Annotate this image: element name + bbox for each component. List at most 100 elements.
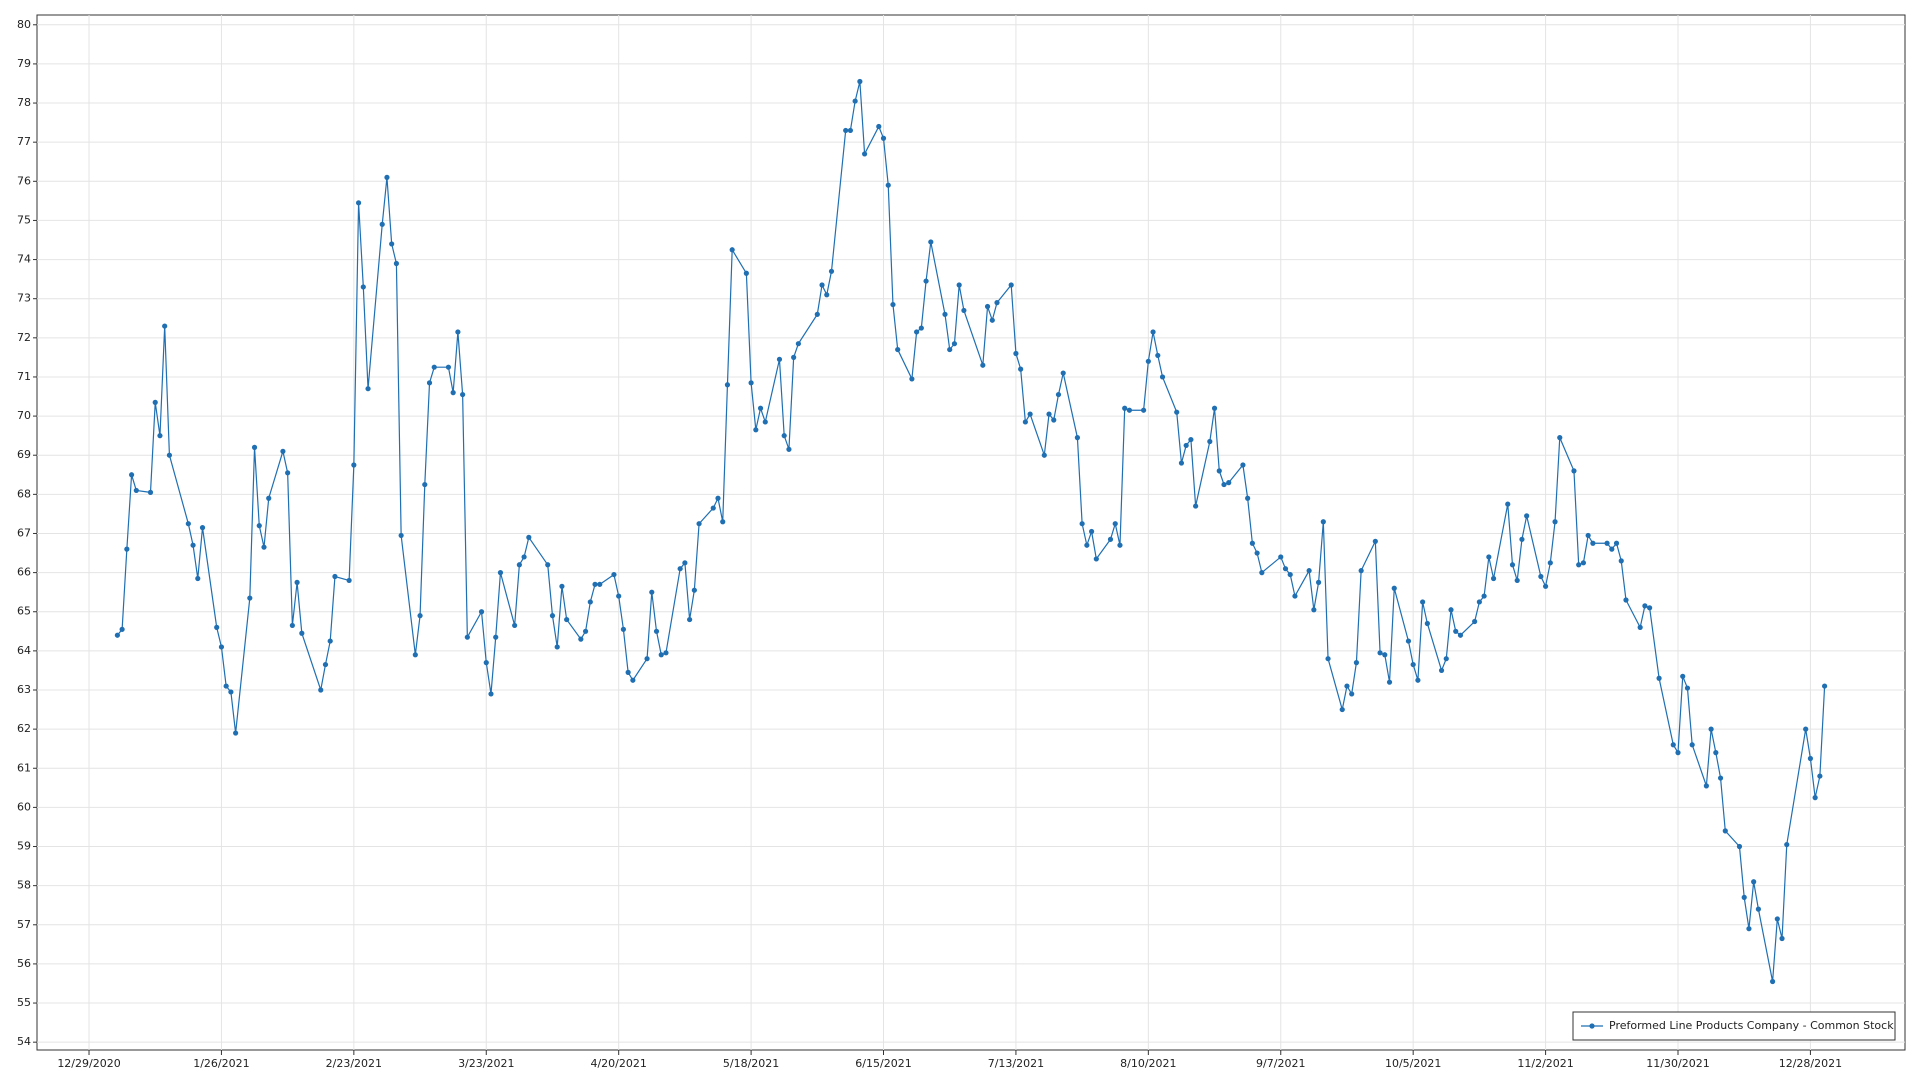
- data-point: [185, 521, 191, 527]
- data-point: [190, 542, 196, 548]
- data-point: [1670, 742, 1676, 748]
- data-point: [526, 534, 532, 540]
- data-point: [1259, 570, 1265, 576]
- data-point: [1325, 656, 1331, 662]
- data-point: [521, 554, 527, 560]
- data-point: [1708, 726, 1714, 732]
- data-point: [1585, 532, 1591, 539]
- data-point: [426, 380, 433, 386]
- data-point: [691, 587, 697, 593]
- data-point: [483, 660, 489, 666]
- y-tick-label: 74: [17, 253, 31, 266]
- data-point: [1472, 618, 1478, 625]
- data-point: [199, 525, 206, 531]
- data-point: [1642, 603, 1648, 609]
- data-point: [228, 689, 234, 695]
- data-point: [753, 427, 759, 433]
- data-point: [1751, 879, 1757, 885]
- data-point: [1476, 599, 1482, 605]
- data-point: [743, 270, 749, 276]
- data-point: [1183, 442, 1189, 449]
- data-point: [876, 123, 882, 130]
- data-point: [346, 577, 352, 584]
- data-point: [1604, 540, 1610, 546]
- data-point: [857, 78, 863, 85]
- data-point: [214, 624, 220, 630]
- x-tick-label: 3/23/2021: [458, 1057, 514, 1070]
- data-point: [1088, 528, 1095, 535]
- data-point: [1386, 679, 1393, 685]
- data-point: [251, 444, 258, 450]
- data-point: [984, 303, 991, 310]
- data-point: [1675, 750, 1681, 756]
- data-point: [1486, 554, 1492, 560]
- data-point: [1159, 374, 1166, 380]
- data-point: [980, 362, 986, 368]
- data-point: [1571, 468, 1577, 474]
- data-point: [828, 268, 835, 274]
- data-point: [1377, 650, 1383, 656]
- data-point: [582, 628, 589, 634]
- data-point: [299, 630, 305, 636]
- x-tick-label: 5/18/2021: [723, 1057, 779, 1070]
- data-point: [961, 307, 967, 314]
- data-point: [1349, 691, 1355, 697]
- data-point: [951, 341, 958, 347]
- data-point: [852, 98, 858, 104]
- x-tick-label: 4/20/2021: [590, 1057, 646, 1070]
- data-point: [1680, 673, 1686, 679]
- data-point: [1074, 435, 1081, 441]
- data-point: [365, 386, 371, 392]
- legend: Preformed Line Products Company - Common…: [1572, 1011, 1896, 1041]
- data-point: [1226, 480, 1232, 486]
- data-point: [1093, 556, 1099, 562]
- marks: [114, 78, 1828, 985]
- data-point: [653, 628, 660, 634]
- y-tick-label: 78: [17, 96, 31, 109]
- data-point: [554, 644, 560, 650]
- data-point: [152, 399, 158, 405]
- data-point: [1774, 916, 1780, 922]
- data-point: [1292, 593, 1298, 599]
- data-point: [1022, 419, 1028, 425]
- x-tick-label: 1/26/2021: [193, 1057, 249, 1070]
- data-point: [488, 691, 494, 697]
- data-point: [1784, 841, 1790, 848]
- data-point: [1315, 579, 1322, 585]
- data-point: [218, 644, 225, 650]
- data-point: [1278, 554, 1284, 560]
- data-point: [885, 182, 891, 188]
- data-point: [1051, 417, 1057, 423]
- data-point: [843, 127, 849, 134]
- data-point: [1590, 540, 1596, 546]
- y-tick-label: 57: [17, 918, 31, 931]
- data-point: [355, 200, 362, 206]
- y-tick-label: 76: [17, 174, 31, 187]
- data-point: [280, 448, 286, 454]
- data-point: [1547, 560, 1553, 566]
- data-point: [1060, 370, 1066, 376]
- y-tick-label: 59: [17, 840, 31, 853]
- data-point: [824, 292, 830, 298]
- data-point: [1382, 652, 1388, 658]
- data-point: [1647, 605, 1653, 611]
- data-point: [918, 325, 924, 331]
- data-point: [928, 239, 934, 245]
- data-point: [1084, 542, 1090, 548]
- x-tick-label: 8/10/2021: [1120, 1057, 1176, 1070]
- data-point: [445, 364, 452, 370]
- data-point: [748, 380, 754, 386]
- data-point: [431, 364, 437, 370]
- data-point: [1018, 366, 1024, 372]
- data-point: [1027, 411, 1033, 417]
- data-point: [757, 405, 764, 411]
- x-tick-label: 12/28/2021: [1779, 1057, 1842, 1070]
- data-point: [649, 589, 655, 595]
- y-tick-label: 69: [17, 448, 31, 461]
- data-point: [592, 581, 598, 587]
- data-point: [398, 532, 404, 539]
- data-point: [1079, 521, 1085, 527]
- data-point: [1580, 560, 1587, 566]
- data-point: [786, 446, 792, 452]
- y-tick-label: 67: [17, 526, 31, 539]
